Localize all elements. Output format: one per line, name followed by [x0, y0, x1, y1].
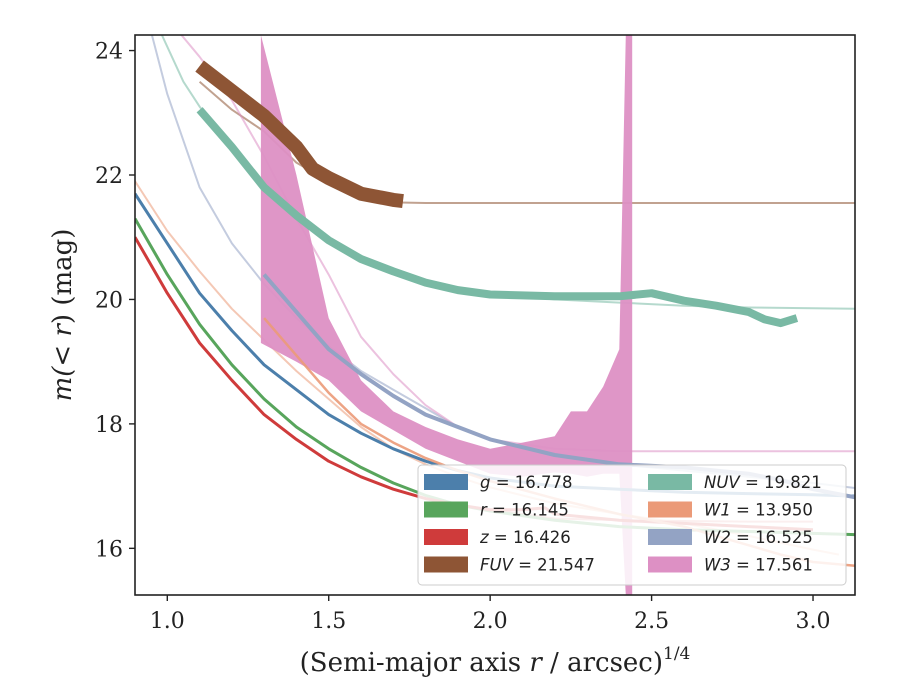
legend-label-nuv: NUV = 19.821 — [704, 473, 822, 492]
legend-label-z: z = 16.426 — [479, 528, 571, 547]
y-tick-label: 24 — [95, 40, 123, 65]
x-tick-label: 2.5 — [634, 609, 669, 634]
y-axis-label-main: m( — [48, 366, 78, 402]
y-axis-label-variable: < r — [48, 323, 78, 367]
y-axis-label: m(< r) (mag) — [48, 229, 78, 402]
legend-box — [417, 464, 847, 586]
profile-nuv — [196, 107, 799, 328]
x-axis-label: (Semi-major axis r / arcsec)1/4 — [300, 644, 691, 678]
legend-label-fuv: FUV = 21.547 — [480, 556, 595, 575]
plot-frame — [134, 34, 856, 596]
legend-swatch-fuv — [424, 556, 468, 573]
x-axis-label-unit: / arcsec) — [542, 648, 663, 678]
x-tick-label: 1.5 — [311, 609, 346, 634]
legend-label-w3: W3 = 17.561 — [704, 556, 813, 575]
y-axis-label-unit: ) (mag) — [48, 229, 78, 325]
x-tick-label: 2.0 — [473, 609, 508, 634]
legend-swatch-z — [424, 529, 468, 545]
legend: g = 16.778 r = 16.145 z = 16.426 FUV = 21.5… — [417, 464, 847, 586]
legend-swatch-w2 — [648, 529, 692, 545]
y-axis: 16 18 20 22 24 — [95, 40, 135, 562]
legend-swatch-r — [424, 501, 468, 518]
legend-swatch-g — [424, 474, 468, 490]
x-tick-label: 1.0 — [150, 609, 185, 634]
y-tick-label: 18 — [95, 413, 123, 438]
model-curve-w3 — [180, 35, 855, 453]
x-axis-label-main: (Semi-major axis — [300, 648, 530, 678]
legend-swatch-w1 — [648, 501, 692, 518]
legend-label-w2: W2 = 16.525 — [704, 528, 813, 547]
x-axis-label-exponent: 1/4 — [663, 644, 690, 664]
profile-fuv — [195, 60, 404, 209]
legend-swatch-w3 — [648, 556, 692, 573]
y-tick-label: 16 — [95, 537, 123, 562]
legend-label-r: r = 16.145 — [480, 501, 569, 520]
band-w3 — [260, 35, 633, 595]
x-tick-label: 3.0 — [796, 609, 831, 634]
legend-swatch-nuv — [648, 474, 692, 490]
x-axis-label-variable: r — [529, 648, 543, 678]
x-axis: 1.0 1.5 2.0 2.5 3.0 — [150, 595, 831, 634]
legend-label-w1: W1 = 13.950 — [704, 501, 813, 520]
legend-label-g: g = 16.778 — [480, 473, 573, 492]
y-tick-label: 20 — [95, 288, 123, 313]
y-tick-label: 22 — [95, 164, 123, 189]
